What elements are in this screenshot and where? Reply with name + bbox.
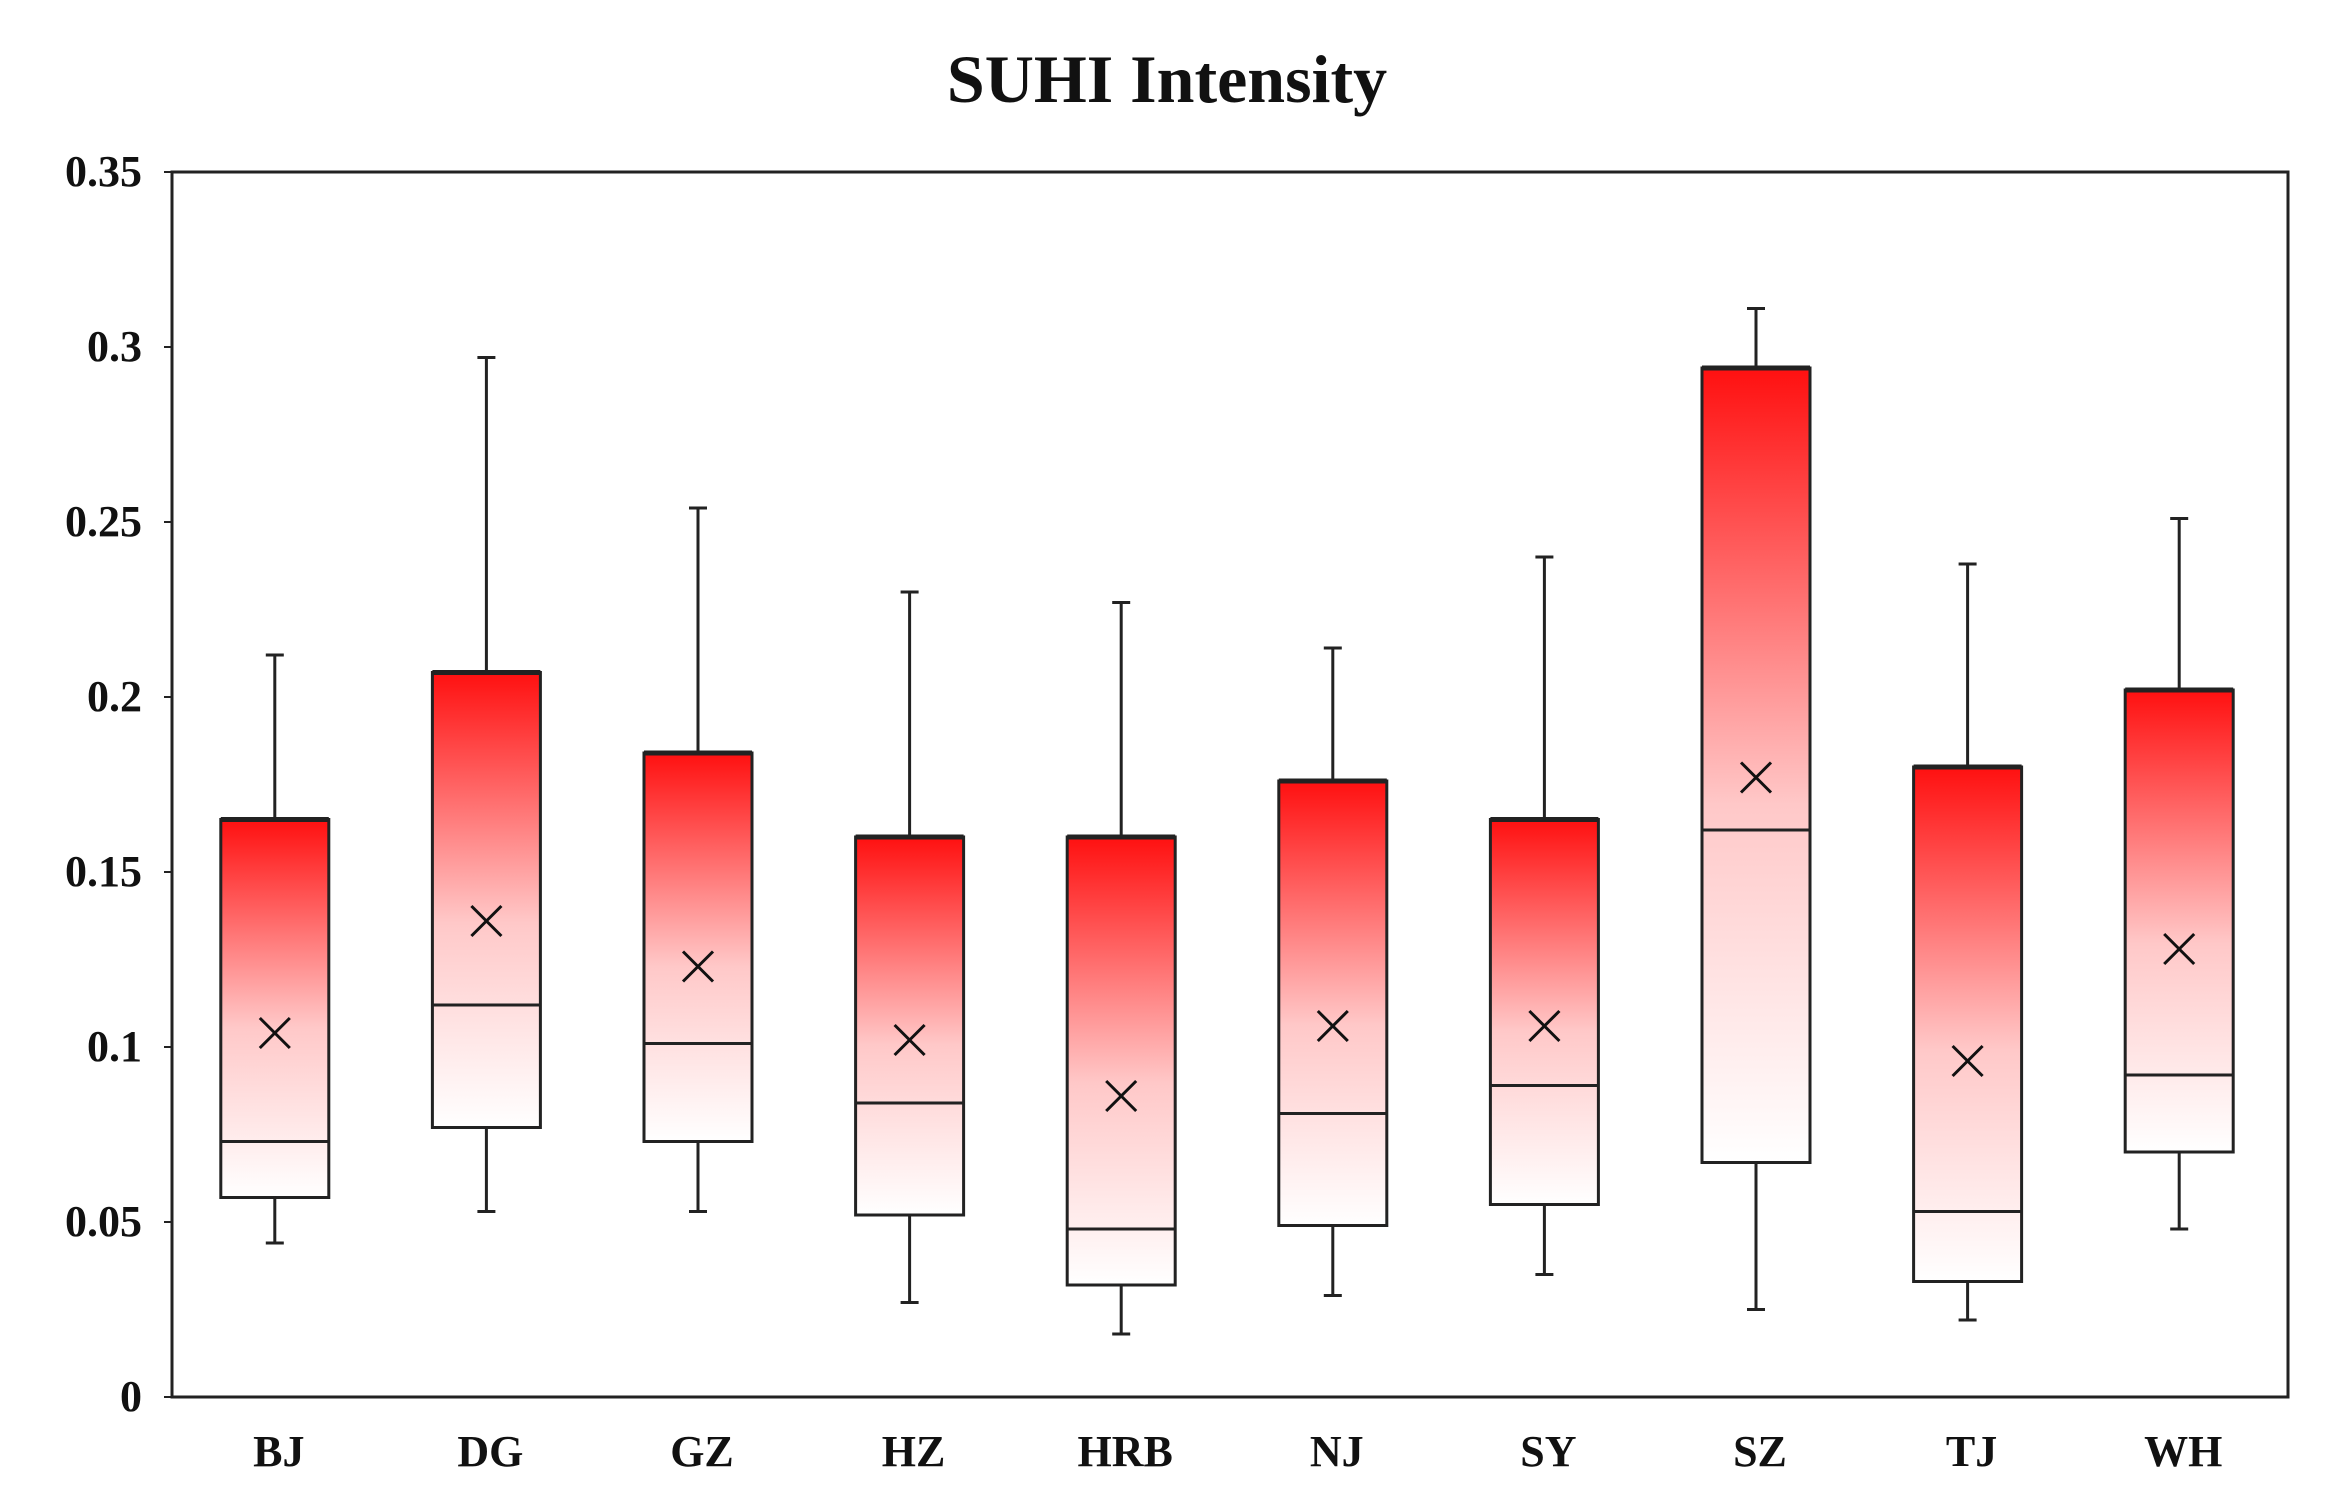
- mean-marker: [2163, 932, 2196, 966]
- box-hrb: [1065, 601, 1177, 1336]
- x-category-label: DG: [457, 1427, 523, 1476]
- x-category-label: HRB: [1078, 1427, 1173, 1476]
- iqr-box: [430, 671, 542, 1129]
- box-hz: [854, 590, 966, 1304]
- mean-marker: [1739, 761, 1773, 794]
- iqr-box: [1488, 818, 1600, 1206]
- iqr-box: [642, 751, 754, 1143]
- boxes-layer: [219, 307, 2235, 1336]
- box-sy: [1488, 555, 1600, 1276]
- iqr-box: [1700, 366, 1812, 1164]
- x-category-label: SY: [1520, 1427, 1576, 1476]
- x-category-label: HZ: [882, 1427, 946, 1476]
- x-axis: BJ DG GZ HZ HRB NJ SY SZ TJ WH: [253, 1427, 2222, 1476]
- plot-area-frame: [170, 170, 2290, 1399]
- iqr-box: [1277, 779, 1389, 1227]
- y-tick-label: 0.3: [87, 322, 142, 371]
- box-tj: [1912, 562, 2024, 1322]
- mean-marker: [1105, 1079, 1138, 1113]
- y-tick-label: 0.15: [65, 847, 142, 896]
- y-tick-label: 0.35: [65, 147, 142, 196]
- y-tick-label: 0.25: [65, 497, 142, 546]
- y-tick-label: 0.05: [65, 1197, 142, 1246]
- iqr-box: [1065, 835, 1177, 1287]
- mean-marker: [470, 904, 503, 938]
- iqr-box: [2123, 688, 2235, 1154]
- box-dg: [430, 356, 542, 1213]
- x-category-label: BJ: [253, 1427, 304, 1476]
- y-axis: 0 0.05 0.1 0.15 0.2 0.25 0.3 0.35: [65, 147, 172, 1421]
- x-category-label: SZ: [1733, 1427, 1787, 1476]
- iqr-box: [219, 818, 331, 1199]
- iqr-box: [1912, 765, 2024, 1283]
- x-category-label: WH: [2144, 1427, 2222, 1476]
- box-sz: [1700, 307, 1812, 1311]
- box-bj: [219, 653, 331, 1245]
- iqr-box: [854, 835, 966, 1217]
- box-wh: [2123, 517, 2235, 1231]
- x-category-label: NJ: [1310, 1427, 1364, 1476]
- box-gz: [642, 506, 754, 1213]
- y-tick-label: 0.2: [87, 672, 142, 721]
- chart-title: SUHI Intensity: [947, 41, 1387, 117]
- mean-marker: [1316, 1009, 1349, 1043]
- x-category-label: GZ: [670, 1427, 734, 1476]
- box-nj: [1277, 646, 1389, 1297]
- x-category-label: TJ: [1946, 1427, 1997, 1476]
- mean-marker: [681, 950, 715, 983]
- mean-marker: [893, 1023, 926, 1057]
- y-tick-label: 0.1: [87, 1022, 142, 1071]
- mean-marker: [1951, 1044, 1984, 1078]
- mean-marker: [258, 1016, 291, 1050]
- y-tick-label: 0: [120, 1372, 142, 1421]
- mean-marker: [1528, 1009, 1561, 1043]
